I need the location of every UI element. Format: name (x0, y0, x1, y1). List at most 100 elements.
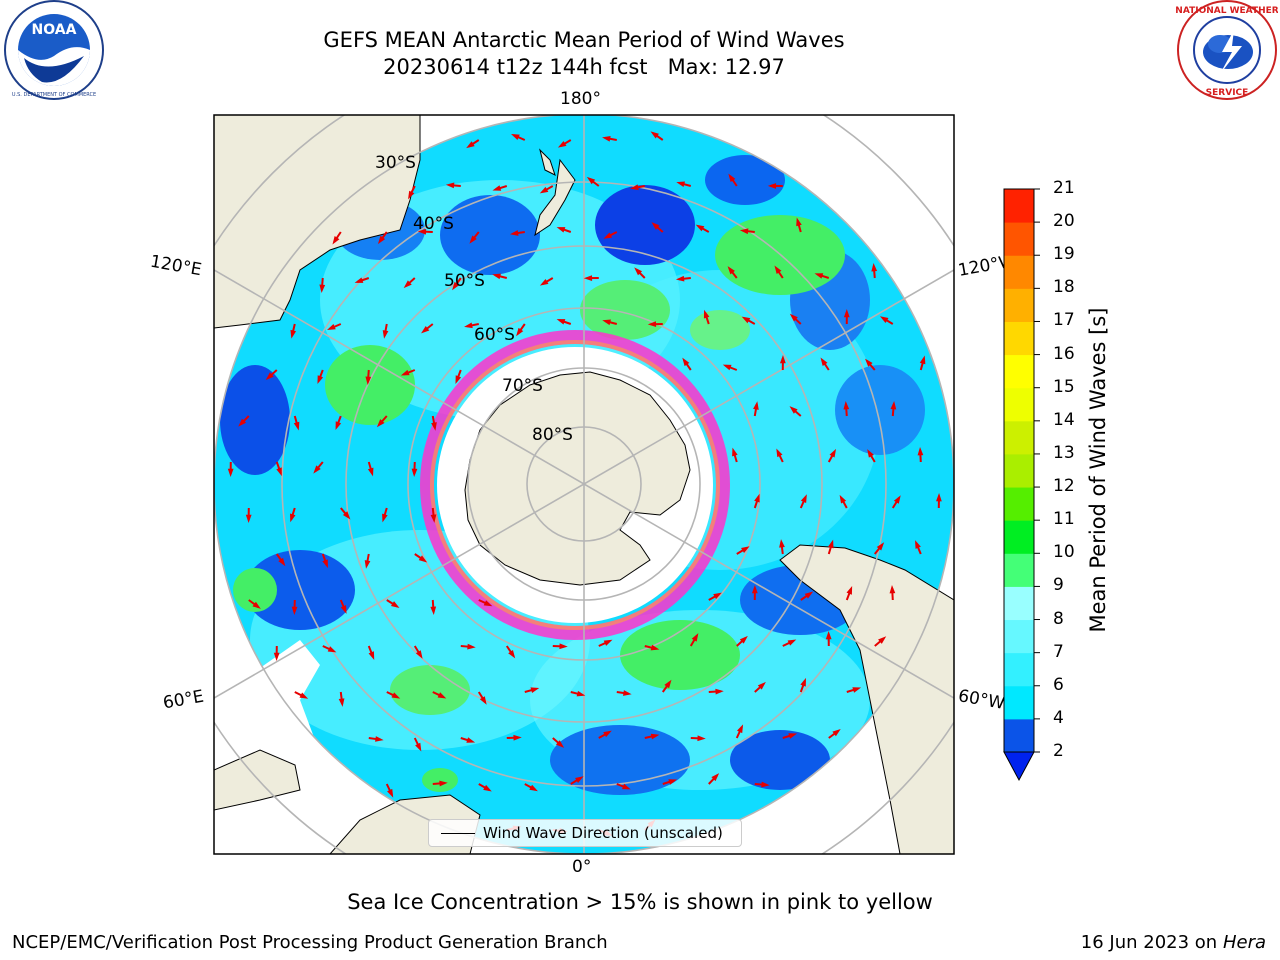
colorbar-tick-label: 7 (1053, 641, 1064, 662)
wind-wave-arrowhead (879, 316, 889, 323)
noaa-logo: NOAA U.S. DEPARTMENT OF COMMERCE (4, 0, 104, 100)
nws-logo: NATIONAL WEATHER SERVICE (1176, 0, 1278, 100)
noaa-logo-text: NOAA (32, 22, 77, 38)
colorbar-tick-label: 8 (1053, 608, 1064, 629)
wind-wave-arrowhead (354, 277, 364, 283)
wind-wave-arrowhead (556, 227, 566, 233)
wind-wave-arrowhead (439, 780, 448, 787)
wind-wave-arrowhead (843, 309, 850, 318)
wind-wave-arrowhead (335, 421, 342, 431)
colorbar-band (1004, 288, 1034, 322)
wind-wave-arrowhead (317, 375, 324, 385)
wind-wave-arrowhead (338, 698, 345, 707)
colorbar-tick-label: 4 (1053, 707, 1064, 728)
wind-wave-arrowhead (466, 141, 475, 149)
wind-wave-arrowhead (273, 652, 280, 661)
lat-label-40s: 40°S (413, 214, 454, 234)
colorbar-frame (1003, 188, 1035, 753)
colorbar-band (1004, 255, 1034, 289)
wind-wave-arrowhead (382, 513, 388, 523)
wind-wave-arrowhead (539, 278, 549, 286)
wind-wave-arrowhead (691, 633, 699, 642)
wind-wave-arrowhead (364, 560, 371, 569)
wind-wave-arrowhead (466, 737, 476, 743)
wind-wave-arrowhead (774, 265, 782, 274)
colorbar-band (1004, 487, 1034, 521)
wind-wave-arrowhead (437, 692, 447, 699)
wind-wave-arrowhead (878, 636, 887, 644)
wind-wave-arrowhead (893, 495, 901, 504)
wind-wave-arrowhead (732, 447, 738, 457)
wind-wave-arrowhead (697, 735, 706, 742)
colorbar-tick-label: 14 (1053, 409, 1075, 430)
colorbar-tick-label: 20 (1053, 211, 1075, 232)
wind-wave-arrowhead (713, 592, 722, 600)
wind-wave-arrowhead (245, 514, 252, 523)
wind-wave-arrowhead (408, 190, 415, 200)
wind-wave-arrowhead (623, 690, 632, 696)
wind-wave-arrowhead (832, 728, 841, 737)
wind-wave-arrowhead (917, 447, 924, 456)
colorbar-tick-label: 6 (1053, 674, 1064, 695)
wind-wave-arrowhead (415, 742, 422, 752)
wind-wave-arrowhead (430, 606, 437, 615)
wind-wave-arrowhead (421, 325, 430, 334)
wind-wave-arrowhead (290, 513, 296, 523)
wind-wave-arrowhead (788, 733, 798, 739)
wind-wave-arrowhead (682, 357, 690, 367)
wind-wave-arrowhead (876, 542, 885, 551)
wind-wave-arrowhead (741, 316, 751, 324)
chart-title: GEFS MEAN Antarctic Mean Period of Wind … (323, 28, 845, 52)
wind-wave-arrowhead (583, 275, 593, 281)
wind-wave-arrowhead (829, 448, 837, 458)
wind-wave-arrowhead (418, 555, 428, 563)
wind-wave-arrowhead (675, 275, 685, 282)
map-legend: Wind Wave Direction (unscaled) (428, 819, 742, 847)
wind-wave-arrowhead (367, 467, 374, 477)
wind-wave-arrowhead (757, 681, 766, 690)
footer-date-text: 16 Jun 2023 on (1080, 932, 1218, 953)
wind-wave-arrowhead (332, 236, 340, 245)
wind-wave-arrowhead (455, 375, 462, 385)
wind-wave-arrowhead (825, 631, 832, 640)
wind-wave-arrowhead (839, 494, 847, 504)
wind-wave-arrowhead (252, 601, 261, 609)
wind-wave-arrowhead (796, 217, 802, 227)
wind-wave-arrowhead (327, 324, 336, 330)
wind-wave-arrowhead (469, 235, 477, 244)
wind-wave-arrowhead (820, 357, 828, 366)
wind-wave-arrowhead (787, 639, 797, 646)
wind-wave-arrowhead (852, 687, 862, 693)
wind-wave-arrowhead (391, 692, 401, 699)
wind-wave-arrowhead (739, 635, 748, 644)
colorbar-band (1004, 520, 1034, 554)
wind-wave-arrowhead (319, 284, 326, 293)
wind-wave-arrowhead (751, 585, 758, 594)
colorbar-band (1004, 453, 1034, 488)
legend-label: Wind Wave Direction (unscaled) (483, 824, 723, 842)
wind-wave-arrowhead (291, 606, 298, 615)
wind-wave-arrowhead (754, 493, 760, 503)
graticule (214, 115, 954, 854)
colorbar (1003, 188, 1040, 782)
colorbar-band (1004, 321, 1034, 356)
wind-wave-arrowhead (871, 263, 878, 272)
sea-ice-edge (420, 330, 730, 640)
wind-wave-arrowhead (227, 468, 234, 477)
colorbar-band (1004, 619, 1034, 654)
wind-wave-arrowhead (415, 650, 423, 659)
colorbar-band (1004, 685, 1034, 720)
colorbar-tick-label: 11 (1053, 509, 1075, 530)
wind-wave-arrowhead (602, 135, 611, 142)
colorbar-tick-label: 9 (1053, 575, 1064, 596)
wind-wave-arrowhead (647, 321, 657, 328)
wind-wave-arrowhead (411, 468, 418, 477)
wind-wave-arrowhead (767, 183, 777, 189)
colorbar-tick-label: 18 (1053, 277, 1075, 298)
wind-wave-arrowhead (530, 687, 540, 693)
lon-label-0: 0° (572, 857, 592, 877)
svg-text:NATIONAL WEATHER: NATIONAL WEATHER (1176, 6, 1278, 16)
wind-wave-arrowhead (467, 643, 476, 650)
footer-branch: NCEP/EMC/Verification Post Processing Pr… (12, 932, 608, 953)
